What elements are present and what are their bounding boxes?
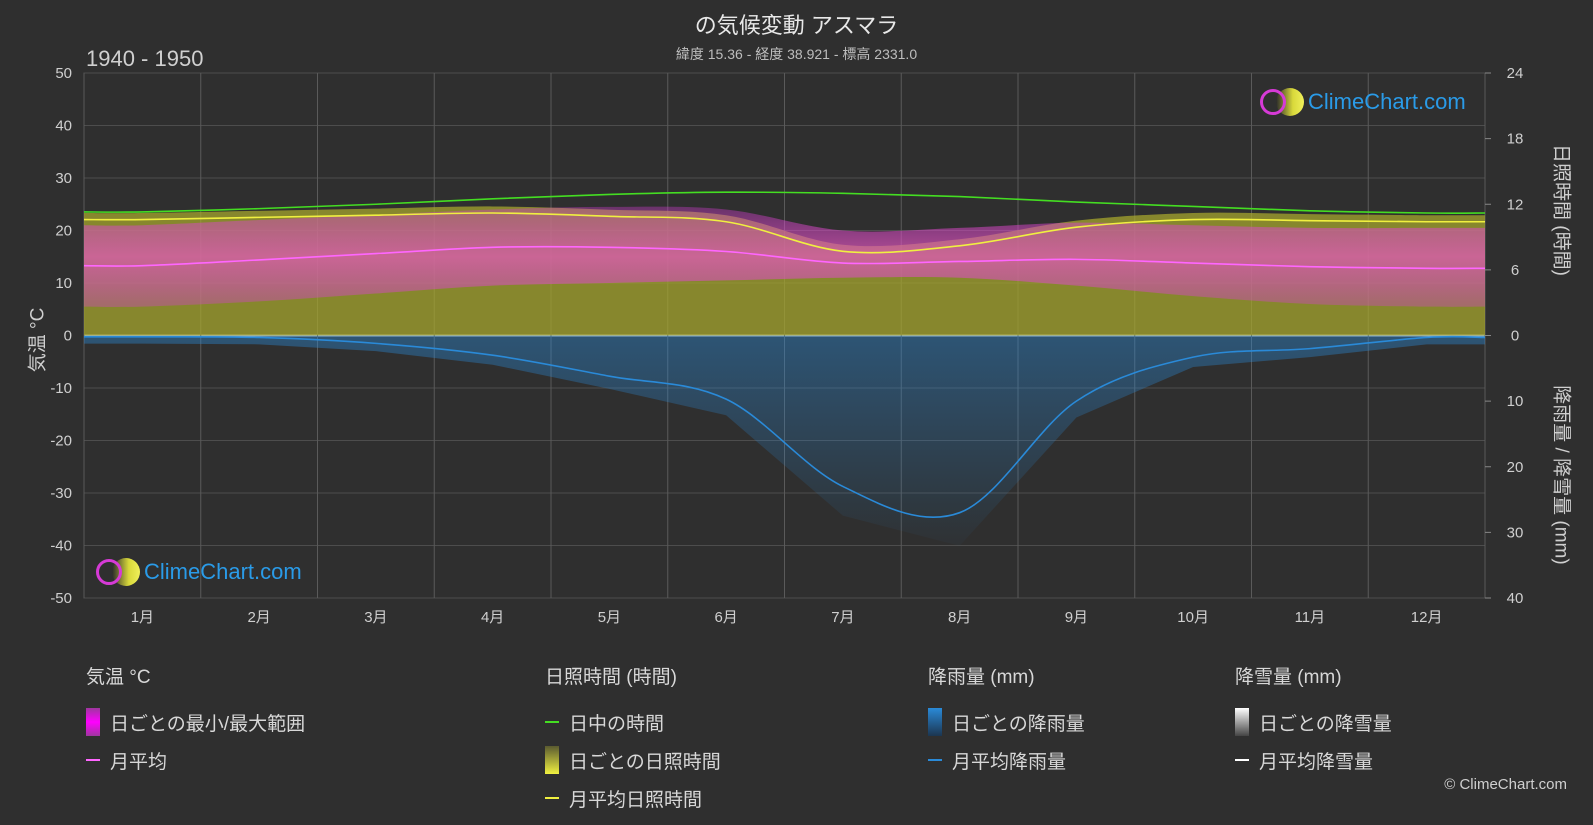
precip-axis-title: 降雨量 / 降雪量 (mm) bbox=[1550, 385, 1572, 565]
logo-text: ClimeChart.com bbox=[1308, 89, 1466, 114]
tick-labels: 50 40 30 20 10 0 -10 -20 -30 -40 -50 24 18 12 6 0 10 20 30… bbox=[50, 65, 1523, 626]
legend-temp-range-label: 日ごとの最小/最大範囲 bbox=[110, 713, 306, 735]
month-tick-label: 5月 bbox=[598, 609, 621, 626]
month-tick-label: 2月 bbox=[247, 609, 270, 626]
rain-tick-label: 10 bbox=[1507, 393, 1524, 410]
sun-avg-swatch bbox=[545, 797, 559, 799]
legend-temp-avg-label: 月平均 bbox=[110, 751, 168, 773]
rain-avg-swatch bbox=[928, 759, 942, 761]
legend-sun-avg: 月平均日照時間 bbox=[545, 779, 721, 817]
snow-swatch bbox=[1235, 708, 1249, 736]
snow-avg-swatch bbox=[1235, 759, 1249, 761]
legend-rain-daily-label: 日ごとの降雨量 bbox=[952, 713, 1085, 735]
rain-tick-label: 40 bbox=[1507, 590, 1524, 607]
temp-tick-label: -30 bbox=[50, 485, 72, 502]
month-tick-label: 6月 bbox=[714, 609, 737, 626]
sun-tick-label: 24 bbox=[1507, 65, 1524, 82]
chart-subtitle: 緯度 15.36 - 経度 38.921 - 標高 2331.0 bbox=[675, 46, 918, 62]
legend-snow-avg: 月平均降雪量 bbox=[1235, 741, 1392, 779]
legend-daylight: 日中の時間 bbox=[545, 703, 721, 741]
legend-sun-header: 日照時間 (時間) bbox=[545, 667, 677, 688]
daylight-line bbox=[83, 191, 1486, 214]
sunshine-swatch bbox=[545, 746, 559, 774]
sun-tick-label: 6 bbox=[1511, 262, 1519, 279]
month-tick-label: 9月 bbox=[1065, 609, 1088, 626]
legend-snow-header: 降雪量 (mm) bbox=[1235, 667, 1342, 688]
temp-tick-label: 10 bbox=[55, 275, 72, 292]
period-label: 1940 - 1950 bbox=[86, 46, 204, 71]
legend-rain-avg-label: 月平均降雨量 bbox=[952, 751, 1067, 773]
legend-temp-range: 日ごとの最小/最大範囲 bbox=[86, 703, 305, 741]
legend-sun-daily-label: 日ごとの日照時間 bbox=[569, 751, 721, 773]
month-tick-label: 12月 bbox=[1411, 609, 1443, 626]
month-tick-label: 7月 bbox=[831, 609, 854, 626]
temp-tick-label: 40 bbox=[55, 118, 72, 135]
temp-tick-label: 30 bbox=[55, 170, 72, 187]
temp-tick-label: -40 bbox=[50, 538, 72, 555]
daylight-swatch bbox=[545, 721, 559, 723]
logo-text: ClimeChart.com bbox=[144, 559, 302, 584]
month-tick-label: 4月 bbox=[481, 609, 504, 626]
temp-tick-label: -20 bbox=[50, 433, 72, 450]
logo-ring-icon bbox=[96, 559, 122, 585]
legend-rain-avg: 月平均降雨量 bbox=[928, 741, 1085, 779]
rain-area bbox=[84, 335, 1485, 546]
legend-snow: 降雪量 (mm) 日ごとの降雪量 月平均降雪量 bbox=[1235, 662, 1392, 779]
rain-tick-label: 30 bbox=[1507, 524, 1524, 541]
chart-title: の気候変動 アスマラ bbox=[694, 13, 899, 38]
month-tick-label: 11月 bbox=[1295, 609, 1326, 626]
legend-rain-daily: 日ごとの降雨量 bbox=[928, 703, 1085, 741]
sun-tick-label: 18 bbox=[1507, 131, 1524, 148]
temp-tick-label: 50 bbox=[55, 65, 72, 82]
legend-rain-header: 降雨量 (mm) bbox=[928, 667, 1035, 688]
copyright: © ClimeChart.com bbox=[1444, 776, 1567, 793]
sun-tick-label: 0 bbox=[1511, 328, 1519, 345]
legend-temp: 気温 °C 日ごとの最小/最大範囲 月平均 bbox=[86, 662, 305, 779]
temp-tick-label: 0 bbox=[64, 328, 72, 345]
logo-ring-icon bbox=[1260, 89, 1286, 115]
legend-sun-daily: 日ごとの日照時間 bbox=[545, 741, 721, 779]
legend-snow-daily-label: 日ごとの降雪量 bbox=[1259, 713, 1392, 735]
month-tick-label: 3月 bbox=[364, 609, 387, 626]
logo-top[interactable]: ClimeChart.com bbox=[1260, 88, 1466, 116]
sun-tick-label: 12 bbox=[1507, 196, 1524, 213]
legend-sun: 日照時間 (時間) 日中の時間 日ごとの日照時間 月平均日照時間 bbox=[545, 662, 721, 817]
legend-rain: 降雨量 (mm) 日ごとの降雨量 月平均降雨量 bbox=[928, 662, 1085, 779]
rain-avg-line bbox=[83, 335, 1486, 519]
temp-range-swatch bbox=[86, 708, 100, 736]
month-tick-label: 8月 bbox=[948, 609, 971, 626]
month-tick-label: 1月 bbox=[131, 609, 154, 626]
legend-sun-avg-label: 月平均日照時間 bbox=[569, 789, 703, 811]
temp-tick-label: 20 bbox=[55, 223, 72, 240]
logo-bottom[interactable]: ClimeChart.com bbox=[96, 558, 302, 586]
legend-snow-daily: 日ごとの降雪量 bbox=[1235, 703, 1392, 741]
temp-tick-label: -50 bbox=[50, 590, 72, 607]
data-lines bbox=[83, 191, 1486, 519]
sunshine-avg-line bbox=[83, 212, 1486, 254]
rain-tick-label: 20 bbox=[1507, 459, 1524, 476]
temp-axis-title: 気温 °C bbox=[27, 307, 49, 373]
month-tick-label: 10月 bbox=[1177, 609, 1209, 626]
legend-temp-avg: 月平均 bbox=[86, 741, 305, 779]
temp-tick-label: -10 bbox=[50, 380, 72, 397]
temp-avg-swatch bbox=[86, 759, 100, 761]
sunshine-axis-title: 日照時間 (時間) bbox=[1550, 144, 1572, 276]
legend-temp-header: 気温 °C bbox=[86, 667, 151, 688]
rain-swatch bbox=[928, 708, 942, 736]
legend-snow-avg-label: 月平均降雪量 bbox=[1259, 751, 1374, 773]
temp-avg-line bbox=[83, 245, 1486, 270]
legend-daylight-label: 日中の時間 bbox=[569, 713, 665, 735]
